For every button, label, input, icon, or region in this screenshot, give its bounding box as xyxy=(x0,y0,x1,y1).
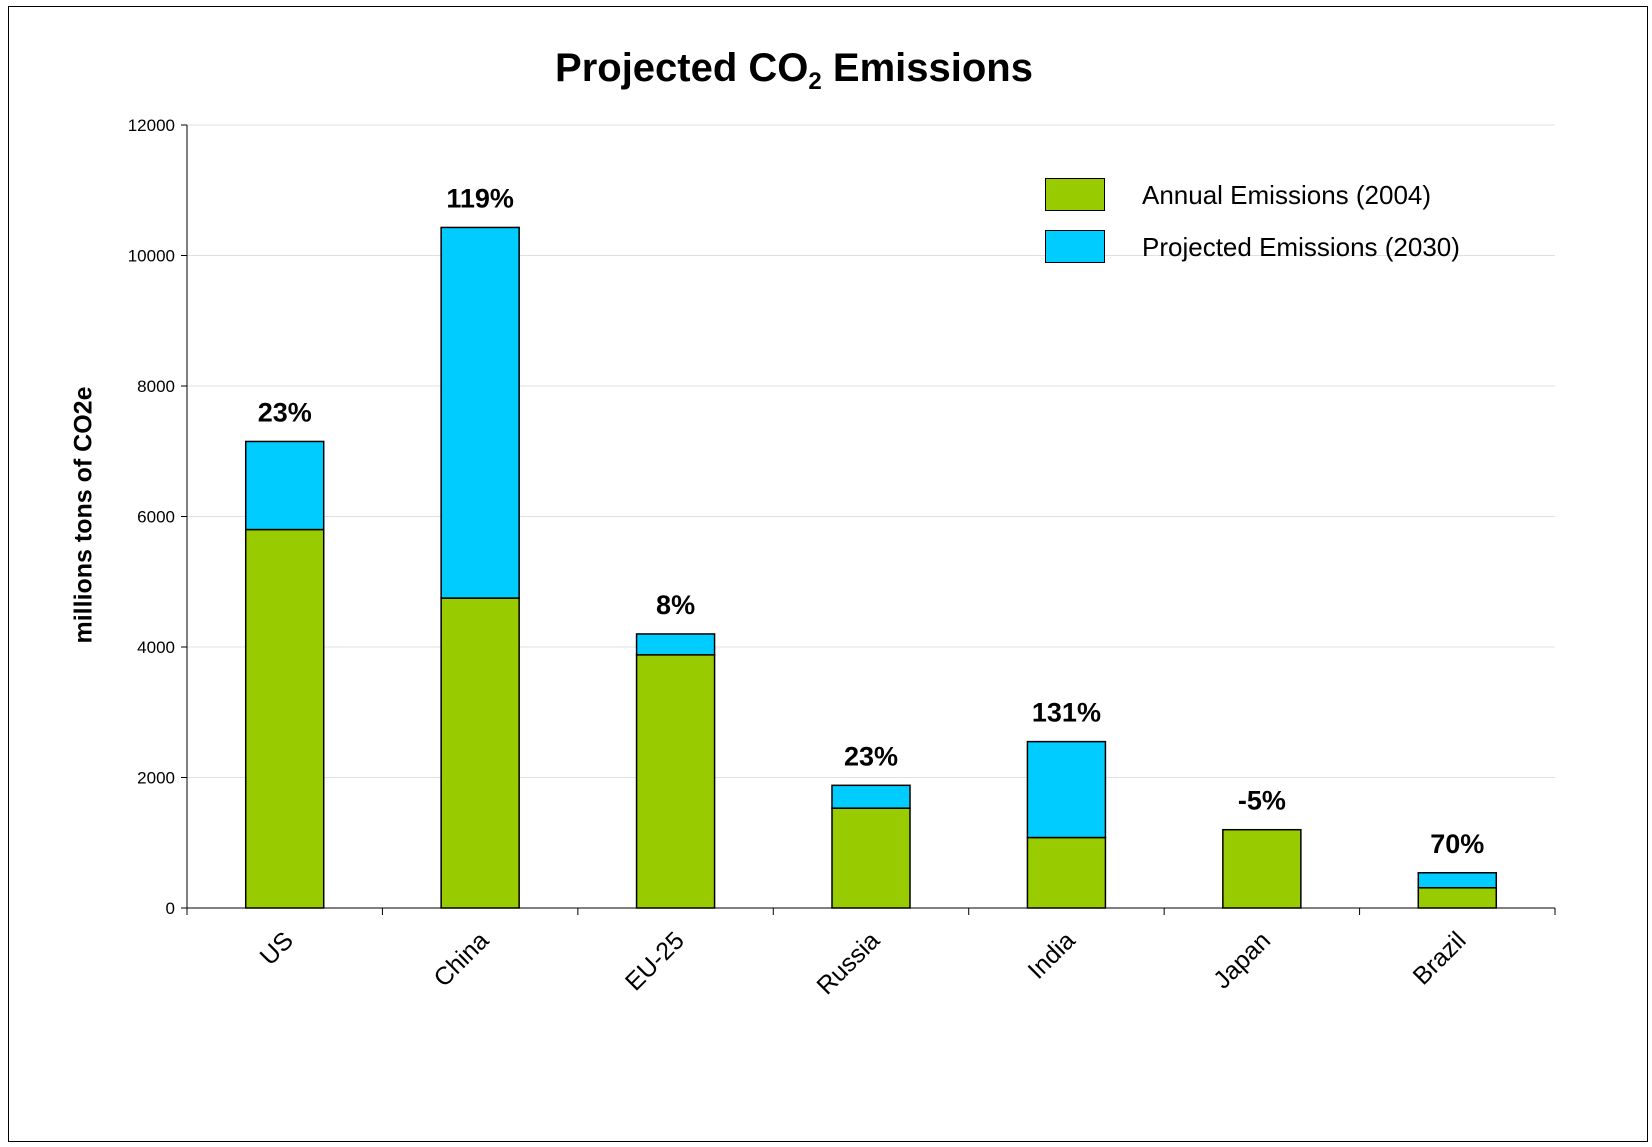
bar-annual-us xyxy=(244,528,325,909)
bar-label-russia: 23% xyxy=(844,741,898,771)
x-tick-label-japan: Japan xyxy=(1208,926,1276,994)
bar-label-china: 119% xyxy=(446,183,514,213)
chart-title-suffix: Emissions xyxy=(821,46,1033,90)
chart-title-subscript: 2 xyxy=(808,68,822,95)
chart-title: Projected CO2 Emissions xyxy=(0,46,1588,96)
y-tick-label: 12000 xyxy=(128,116,175,135)
bar-projected-india xyxy=(1026,740,1107,839)
bar-annual-brazil xyxy=(1417,887,1498,909)
legend-swatch-annual xyxy=(1045,178,1105,211)
bar-annual-india xyxy=(1026,836,1107,909)
y-axis-label: millions tons of CO2e xyxy=(69,386,98,644)
bar-annual-eu-25 xyxy=(635,654,716,909)
bar-label-japan: -5% xyxy=(1238,786,1286,816)
bar-label-india: 131% xyxy=(1032,698,1101,728)
legend-label-projected: Projected Emissions (2030) xyxy=(1142,232,1460,262)
y-tick-label: 6000 xyxy=(137,508,175,527)
bar-projected-china xyxy=(440,226,520,599)
x-tick-label-brazil: Brazil xyxy=(1408,926,1472,990)
bar-annual-china xyxy=(440,597,520,909)
bar-label-us: 23% xyxy=(258,397,312,427)
y-tick-label: 8000 xyxy=(137,377,175,396)
bar-annual-russia xyxy=(831,807,911,909)
y-tick-label: 0 xyxy=(166,899,175,918)
y-tick-label: 4000 xyxy=(137,638,175,657)
legend-swatch-projected xyxy=(1045,230,1105,263)
bar-projected-us xyxy=(244,440,325,531)
bar-label-brazil: 70% xyxy=(1430,829,1484,859)
x-tick-label-india: India xyxy=(1023,926,1081,984)
x-tick-label-china: China xyxy=(428,926,494,992)
bar-annual-japan xyxy=(1222,828,1302,909)
x-tick-label-russia: Russia xyxy=(811,926,885,1000)
bar-projected-brazil xyxy=(1417,872,1498,889)
legend-label-annual: Annual Emissions (2004) xyxy=(1142,180,1432,210)
chart-title-main: Projected CO xyxy=(555,46,809,90)
bar-projected-eu-25 xyxy=(635,633,716,656)
bar-projected-russia xyxy=(831,784,911,809)
bar-label-eu-25: 8% xyxy=(656,590,695,620)
x-tick-label-eu-25: EU-25 xyxy=(620,926,690,996)
y-tick-label: 2000 xyxy=(137,769,175,788)
x-tick-label-us: US xyxy=(255,926,299,970)
y-tick-label: 10000 xyxy=(128,247,175,266)
